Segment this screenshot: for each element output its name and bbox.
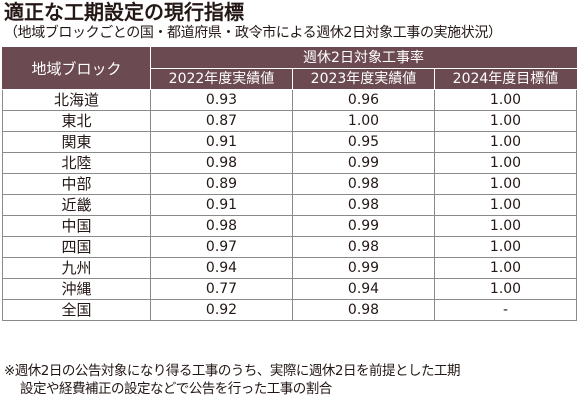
table-row: 東北 0.87 1.00 1.00 [2,110,577,132]
region-cell: 北陸 [2,152,151,174]
value-cell-2023: 0.98 [292,236,435,258]
value-cell-2024: 1.00 [434,131,577,153]
page-subtitle: （地域ブロックごとの国・都道府県・政令市による週休2日対象工事の実施状況） [4,25,502,41]
group-column-header: 週休2日対象工事率 [150,47,577,69]
region-cell: 北海道 [2,89,151,111]
value-cell-2024: 1.00 [434,257,577,279]
table-row: 近畿 0.91 0.98 1.00 [2,194,577,216]
value-cell-2022: 0.92 [150,299,293,321]
value-cell-2022: 0.94 [150,257,293,279]
value-cell-2022: 0.98 [150,215,293,237]
region-cell: 四国 [2,236,151,258]
value-cell-2024: 1.00 [434,173,577,195]
region-cell: 近畿 [2,194,151,216]
table-row: 沖縄 0.77 0.94 1.00 [2,278,577,300]
value-cell-2022: 0.98 [150,152,293,174]
value-cell-2024: 1.00 [434,110,577,132]
table-row: 北陸 0.98 0.99 1.00 [2,152,577,174]
value-cell-2022: 0.87 [150,110,293,132]
table-row: 四国 0.97 0.98 1.00 [2,236,577,258]
value-cell-2024: 1.00 [434,236,577,258]
page-title: 適正な工期設定の現行指標 [4,0,244,24]
value-cell-2024: 1.00 [434,152,577,174]
region-cell: 全国 [2,299,151,321]
region-cell: 関東 [2,131,151,153]
value-cell-2023: 0.96 [292,89,435,111]
value-cell-2022: 0.89 [150,173,293,195]
footnote-line-1: ※週休2日の公告対象になり得る工事のうち、実際に週休2日を前提とした工期 [4,363,461,379]
value-cell-2024: 1.00 [434,89,577,111]
value-cell-2023: 0.95 [292,131,435,153]
region-cell: 中部 [2,173,151,195]
value-cell-2023: 0.98 [292,299,435,321]
region-cell: 九州 [2,257,151,279]
footnote-line-2: 設定や経費補正の設定などで公告を行った工事の割合 [20,381,332,397]
work-ratio-table: 地域ブロック 週休2日対象工事率 2022年度実績値 2023年度実績値 202… [2,47,577,321]
value-cell-2024: - [434,299,577,321]
region-cell: 沖縄 [2,278,151,300]
value-cell-2023: 0.99 [292,152,435,174]
value-cell-2024: 1.00 [434,194,577,216]
table-row: 関東 0.91 0.95 1.00 [2,131,577,153]
region-cell: 中国 [2,215,151,237]
value-cell-2022: 0.93 [150,89,293,111]
value-cell-2022: 0.91 [150,194,293,216]
table-row: 中国 0.98 0.99 1.00 [2,215,577,237]
value-cell-2024: 1.00 [434,278,577,300]
region-cell: 東北 [2,110,151,132]
column-header-2024: 2024年度目標値 [434,68,577,90]
footnote: ※週休2日の公告対象になり得る工事のうち、実際に週休2日を前提とした工期 設定や… [4,362,580,398]
table-row: 九州 0.94 0.99 1.00 [2,257,577,279]
value-cell-2023: 0.98 [292,194,435,216]
value-cell-2024: 1.00 [434,215,577,237]
column-header-2023: 2023年度実績値 [292,68,435,90]
value-cell-2022: 0.77 [150,278,293,300]
value-cell-2023: 0.99 [292,215,435,237]
value-cell-2022: 0.91 [150,131,293,153]
table-row-national: 全国 0.92 0.98 - [2,299,577,321]
value-cell-2022: 0.97 [150,236,293,258]
value-cell-2023: 0.99 [292,257,435,279]
value-cell-2023: 1.00 [292,110,435,132]
column-header-2022: 2022年度実績値 [150,68,293,90]
region-column-header: 地域ブロック [2,47,151,90]
table-row: 北海道 0.93 0.96 1.00 [2,89,577,111]
value-cell-2023: 0.94 [292,278,435,300]
value-cell-2023: 0.98 [292,173,435,195]
table-row: 中部 0.89 0.98 1.00 [2,173,577,195]
